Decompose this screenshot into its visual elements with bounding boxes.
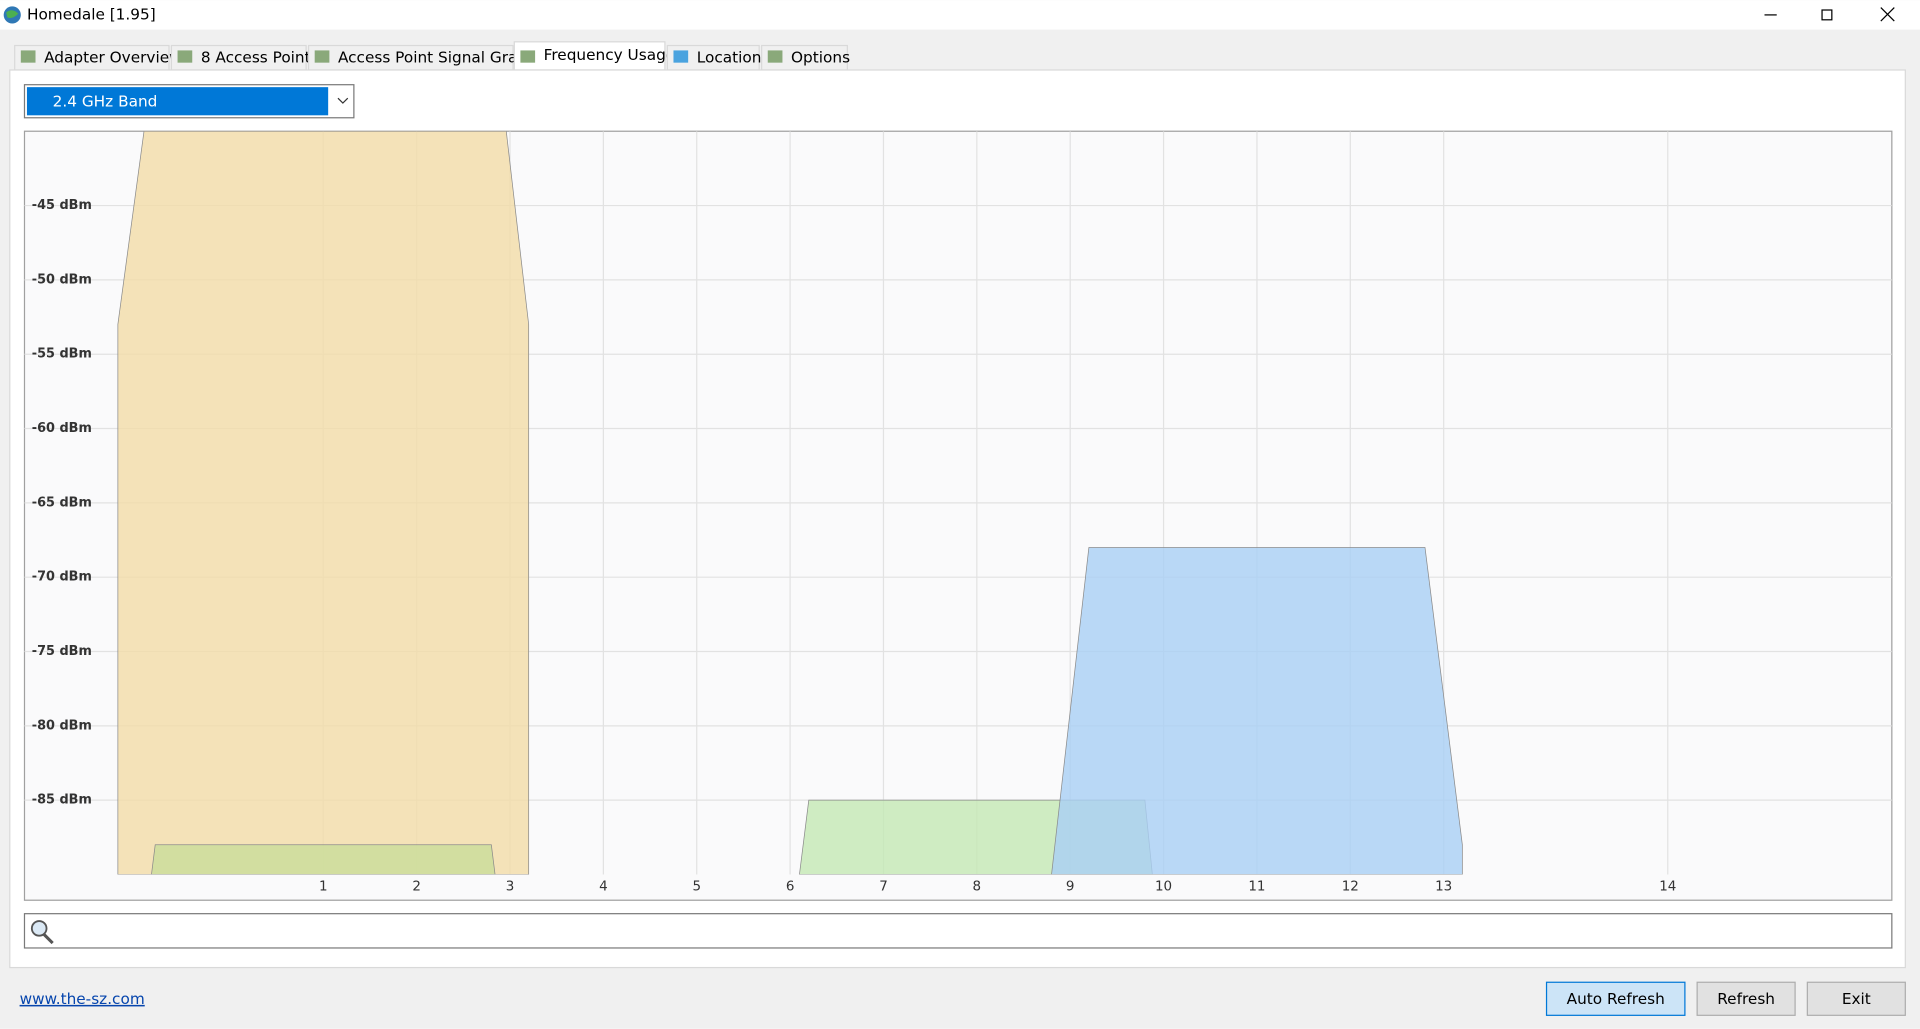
y-tick-label: -65 dBm xyxy=(32,495,92,510)
y-tick-label: -85 dBm xyxy=(32,793,92,808)
button-bar: Auto Refresh Refresh Exit xyxy=(1545,981,1906,1016)
x-tick-label: 8 xyxy=(973,880,982,895)
tab[interactable] xyxy=(513,41,666,71)
button-label: Refresh xyxy=(1717,990,1775,1008)
y-tick-label: -75 dBm xyxy=(32,644,92,659)
x-tick-label: 7 xyxy=(879,880,888,895)
x-tick-label: 1 xyxy=(319,880,328,895)
tab-icon xyxy=(673,50,689,63)
button-label: Exit xyxy=(1842,990,1871,1008)
app-icon-land xyxy=(6,10,19,19)
tab-label: Options xyxy=(791,48,850,66)
button[interactable] xyxy=(1545,981,1686,1016)
x-tick-label: 3 xyxy=(506,880,515,895)
tab[interactable] xyxy=(14,44,170,71)
tab-label: Location xyxy=(697,48,762,66)
website-link[interactable]: www.the-sz.com xyxy=(20,990,145,1008)
channel-area xyxy=(151,844,496,875)
close[interactable] xyxy=(1880,7,1895,22)
search-icon-handle xyxy=(42,933,54,945)
axes: -45 dBm -50 dBm -55 dBm -60 dBm -65 dBm -70 d… xyxy=(32,198,1677,895)
tab-icon xyxy=(314,50,330,63)
tab-bar: Adapter Overview 8 Access Points Access Po… xyxy=(14,41,850,71)
y-tick-label: -50 dBm xyxy=(32,272,92,287)
x-tick-label: 11 xyxy=(1248,880,1265,895)
y-tick-label: -60 dBm xyxy=(32,421,92,436)
x-tick-label: 10 xyxy=(1155,880,1172,895)
tab[interactable] xyxy=(170,44,307,71)
title-bar xyxy=(0,0,1920,30)
tab-icon xyxy=(767,50,783,63)
button[interactable] xyxy=(1806,981,1906,1016)
search-box[interactable] xyxy=(23,913,1893,949)
channel-area xyxy=(117,131,530,875)
x-tick-label: 6 xyxy=(786,880,795,895)
tab-label: Adapter Overview xyxy=(44,48,182,66)
dropdown-text: 2.4 GHz Band xyxy=(53,92,158,110)
x-tick-label: 4 xyxy=(599,880,608,895)
tab-icon xyxy=(177,50,193,63)
tab-label: 8 Access Points xyxy=(201,48,319,66)
restore[interactable] xyxy=(1821,9,1833,21)
tab-icon xyxy=(20,50,36,63)
tab-label: Frequency Usage xyxy=(544,46,676,64)
y-tick-label: -45 dBm xyxy=(32,198,92,213)
x-tick-label: 12 xyxy=(1342,880,1359,895)
tab[interactable] xyxy=(307,44,514,71)
x-tick-label: 13 xyxy=(1435,880,1452,895)
x-tick-label: 14 xyxy=(1659,880,1676,895)
y-tick-label: -80 dBm xyxy=(32,718,92,733)
y-tick-label: -70 dBm xyxy=(32,570,92,585)
x-tick-label: 2 xyxy=(412,880,421,895)
dropdown-arrow xyxy=(337,97,349,104)
plot-area xyxy=(24,131,1892,875)
tab-label: Access Point Signal Graph xyxy=(338,48,537,66)
search-icon xyxy=(30,920,48,937)
window-title: Homedale [1.95] xyxy=(27,5,156,23)
dropdown-selection xyxy=(26,87,329,116)
x-tick-label: 9 xyxy=(1066,880,1075,895)
button[interactable] xyxy=(1696,981,1796,1016)
channel-area xyxy=(1051,547,1463,875)
button-label: Auto Refresh xyxy=(1567,990,1665,1008)
x-tick-label: 5 xyxy=(692,880,701,895)
tab-icon xyxy=(520,50,536,63)
y-tick-label: -55 dBm xyxy=(32,347,92,362)
